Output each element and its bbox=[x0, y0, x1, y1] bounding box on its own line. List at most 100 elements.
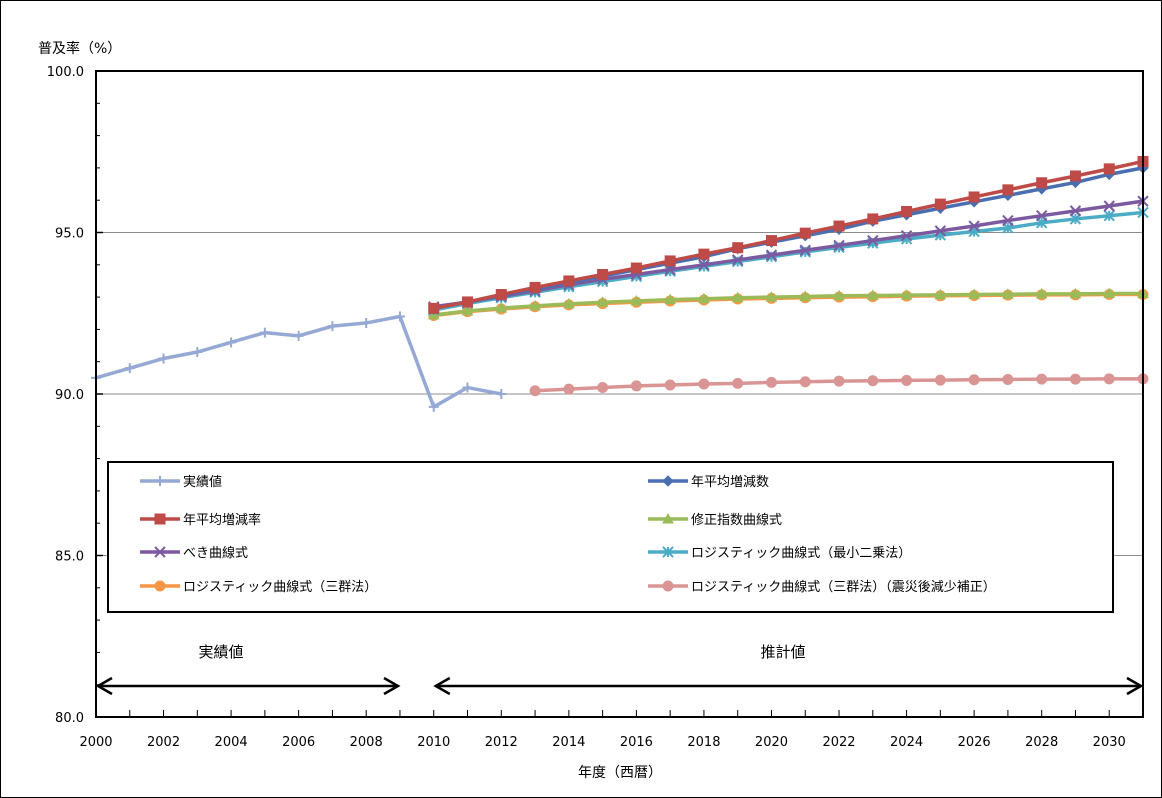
marker-circle bbox=[563, 383, 575, 395]
marker-triangle bbox=[900, 289, 913, 300]
legend-entry: 年平均増減数 bbox=[648, 474, 769, 490]
region-annotations: 実績値 推計値 bbox=[95, 643, 1144, 696]
marker-circle bbox=[867, 375, 879, 387]
legend-label: ロジスティック曲線式（三群法） bbox=[183, 579, 377, 595]
x-tick-label: 2008 bbox=[350, 735, 383, 750]
marker-triangle bbox=[596, 296, 609, 307]
y-tick-label: 95.0 bbox=[55, 227, 84, 242]
marker-star bbox=[662, 546, 674, 558]
series-line bbox=[433, 159, 1144, 311]
region-label: 実績値 bbox=[198, 643, 243, 661]
marker-plus bbox=[496, 389, 507, 399]
marker-x bbox=[765, 249, 778, 261]
marker-triangle bbox=[765, 291, 778, 302]
series-0 bbox=[91, 311, 507, 412]
marker-circle bbox=[154, 580, 166, 592]
marker-square bbox=[664, 255, 676, 267]
y-tick-label: 90.0 bbox=[55, 388, 84, 403]
marker-triangle bbox=[799, 290, 812, 301]
marker-square bbox=[1002, 184, 1014, 196]
marker-x bbox=[833, 239, 845, 252]
x-tick-label: 2000 bbox=[79, 735, 112, 750]
marker-triangle bbox=[664, 293, 677, 305]
marker-square bbox=[833, 220, 845, 232]
marker-triangle bbox=[1002, 288, 1014, 299]
marker-triangle bbox=[495, 302, 508, 313]
marker-square bbox=[597, 268, 609, 280]
y-tick-label: 80.0 bbox=[55, 711, 84, 726]
marker-star bbox=[1103, 209, 1115, 222]
marker-x bbox=[1035, 209, 1048, 222]
series-3 bbox=[427, 287, 1149, 320]
marker-triangle bbox=[562, 297, 575, 309]
series-line bbox=[433, 199, 1144, 309]
marker-square bbox=[901, 206, 913, 218]
x-tick-label: 2020 bbox=[755, 735, 788, 750]
marker-plus bbox=[327, 321, 338, 332]
marker-plus bbox=[394, 311, 405, 322]
marker-triangle bbox=[1069, 287, 1082, 299]
marker-x bbox=[1002, 214, 1014, 227]
series-7 bbox=[529, 373, 1149, 397]
region-arrowhead-right bbox=[1126, 676, 1144, 696]
legend-entry: 年平均増減率 bbox=[140, 512, 261, 528]
marker-x bbox=[698, 259, 710, 271]
marker-triangle bbox=[1103, 287, 1116, 299]
marker-plus bbox=[462, 382, 473, 393]
legend-entry: 修正指数曲線式 bbox=[648, 512, 782, 528]
marker-circle bbox=[1103, 373, 1115, 385]
region-arrowhead-left bbox=[95, 676, 113, 696]
marker-triangle bbox=[833, 289, 845, 301]
marker-x bbox=[968, 220, 980, 232]
series-layer bbox=[91, 155, 1149, 412]
marker-x bbox=[1069, 205, 1082, 217]
series-2 bbox=[428, 155, 1149, 314]
marker-square bbox=[934, 198, 946, 210]
marker-triangle bbox=[968, 288, 980, 300]
x-tick-label: 2028 bbox=[1025, 735, 1058, 750]
marker-plus bbox=[361, 317, 372, 328]
marker-circle bbox=[1069, 373, 1081, 385]
marker-x bbox=[1103, 200, 1115, 212]
marker-triangle bbox=[529, 299, 541, 311]
marker-square bbox=[462, 296, 474, 308]
marker-plus bbox=[155, 476, 165, 486]
y-axis-label: 普及率（%） bbox=[38, 40, 121, 57]
region-arrowhead-left bbox=[433, 676, 451, 696]
legend-label: べき曲線式 bbox=[183, 545, 248, 561]
marker-triangle bbox=[866, 289, 879, 300]
marker-circle bbox=[968, 374, 980, 386]
marker-circle bbox=[698, 378, 710, 390]
marker-square bbox=[698, 248, 710, 260]
marker-square bbox=[968, 191, 980, 203]
marker-square bbox=[765, 235, 777, 247]
x-tick-label: 2018 bbox=[687, 735, 720, 750]
marker-plus bbox=[158, 353, 169, 364]
marker-plus bbox=[226, 337, 237, 348]
marker-circle bbox=[597, 382, 609, 394]
marker-x bbox=[799, 244, 811, 256]
marker-triangle bbox=[630, 294, 643, 306]
marker-circle bbox=[833, 375, 845, 387]
marker-square bbox=[428, 302, 440, 314]
marker-square bbox=[630, 262, 642, 274]
legend-label: 修正指数曲線式 bbox=[691, 512, 782, 528]
marker-square bbox=[1069, 170, 1081, 182]
marker-square bbox=[1036, 177, 1048, 189]
marker-circle bbox=[630, 380, 642, 392]
marker-square bbox=[732, 242, 744, 254]
legend-label: 年平均増減数 bbox=[691, 474, 769, 490]
marker-square bbox=[563, 275, 575, 287]
marker-x bbox=[867, 234, 879, 247]
marker-plus bbox=[124, 363, 135, 374]
region-label: 推計値 bbox=[760, 643, 805, 661]
legend-box bbox=[107, 461, 1114, 613]
marker-circle bbox=[662, 580, 674, 592]
marker-triangle bbox=[461, 304, 474, 316]
marker-x bbox=[154, 546, 166, 558]
marker-square bbox=[1103, 163, 1115, 175]
marker-x bbox=[732, 254, 744, 266]
marker-circle bbox=[732, 377, 744, 389]
series-line bbox=[95, 314, 502, 409]
